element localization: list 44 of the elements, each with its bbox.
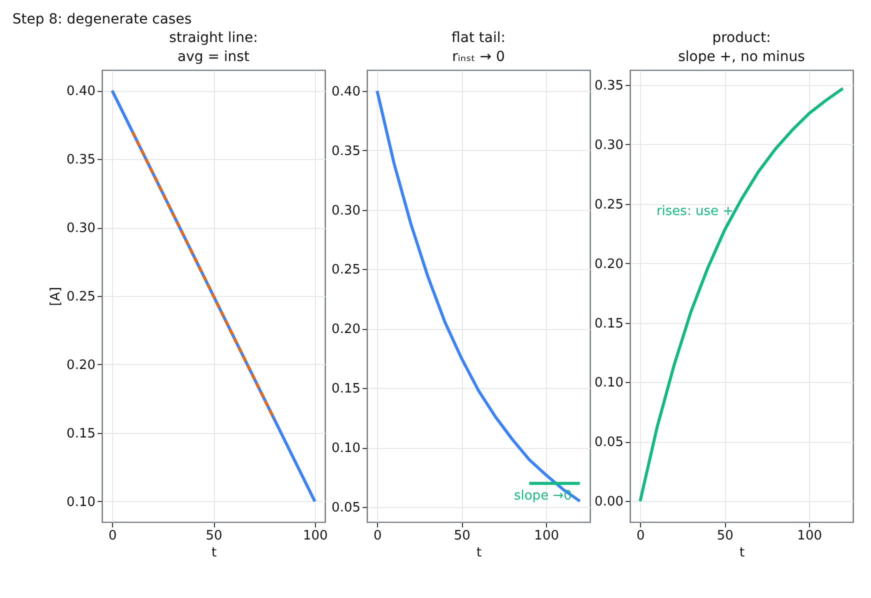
x-axis-title: t xyxy=(211,546,217,560)
y-tick-label: 0.25 xyxy=(66,290,96,304)
y-tick-label: 0.25 xyxy=(594,197,624,212)
x-axis-title: t xyxy=(739,546,745,560)
y-tick-label: 0.30 xyxy=(66,221,96,236)
y-tick-label: 0.35 xyxy=(66,152,96,168)
y-tick-label: 0.35 xyxy=(332,144,360,159)
x-tick-label: 100 xyxy=(534,528,559,544)
series-label: slope →0 xyxy=(514,488,572,504)
y-tick-label: 0.05 xyxy=(332,500,360,516)
x-tick-label: 50 xyxy=(716,528,734,544)
line-series xyxy=(376,89,582,503)
y-tick-label: 0.35 xyxy=(594,78,624,94)
y-tick-label: 0.15 xyxy=(594,316,624,332)
y-tick-label: 0.00 xyxy=(594,494,624,510)
y-tick-label: 0.40 xyxy=(66,84,96,100)
x-tick-label: 0 xyxy=(636,528,645,544)
y-tick-label: 0.10 xyxy=(332,441,360,456)
series-label: rises: use + xyxy=(656,204,734,220)
y-tick-label: 0.10 xyxy=(594,376,624,391)
x-tick-label: 0 xyxy=(108,528,117,544)
x-tick-label: 100 xyxy=(797,528,822,544)
text: Step 8: degenerate cases xyxy=(12,11,192,28)
x-axis-title: t xyxy=(476,546,482,560)
y-tick-label: 0.30 xyxy=(594,138,624,153)
y-tick-label: 0.10 xyxy=(66,494,96,510)
chart-title: straight line: avg = inst xyxy=(169,30,258,65)
y-tick-label: 0.30 xyxy=(332,203,360,218)
chart-title: flat tail: rᵢₙₛₜ → 0 xyxy=(452,30,506,65)
y-tick-label: 0.15 xyxy=(66,426,96,442)
x-tick-label: 100 xyxy=(302,528,328,544)
x-tick-label: 0 xyxy=(373,528,382,544)
y-tick-label: 0.15 xyxy=(332,382,360,397)
x-tick-label: 50 xyxy=(206,528,222,544)
y-tick-label: 0.05 xyxy=(594,435,624,450)
y-tick-label: 0.20 xyxy=(332,322,360,338)
y-tick-label: 0.20 xyxy=(66,358,96,373)
chart-title: product: slope +, no minus xyxy=(678,30,805,65)
y-tick-label: 0.40 xyxy=(332,84,360,100)
y-axis-title: [A] xyxy=(48,286,64,306)
x-tick-label: 50 xyxy=(454,528,470,544)
line-series xyxy=(638,86,844,503)
y-tick-label: 0.25 xyxy=(332,262,360,278)
y-tick-label: 0.20 xyxy=(594,256,624,272)
